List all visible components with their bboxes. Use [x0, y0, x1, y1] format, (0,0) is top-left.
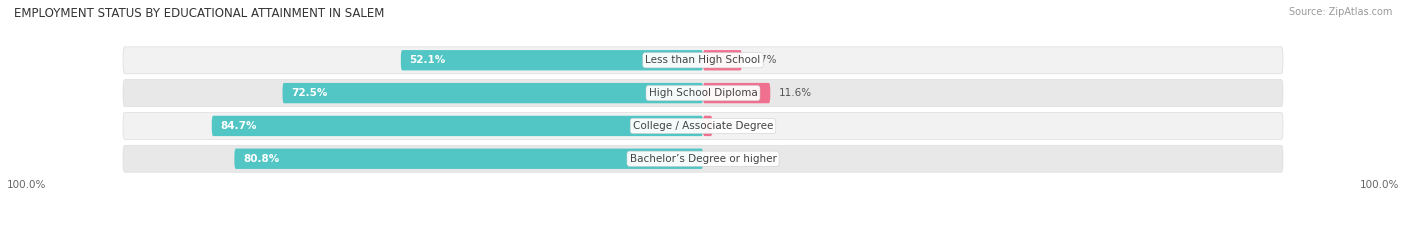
FancyBboxPatch shape	[124, 47, 1282, 74]
FancyBboxPatch shape	[401, 50, 703, 70]
Text: 1.6%: 1.6%	[721, 121, 748, 131]
FancyBboxPatch shape	[235, 149, 703, 169]
Text: 84.7%: 84.7%	[221, 121, 257, 131]
Text: 80.8%: 80.8%	[243, 154, 280, 164]
Text: 72.5%: 72.5%	[291, 88, 328, 98]
Text: Bachelor’s Degree or higher: Bachelor’s Degree or higher	[630, 154, 776, 164]
Text: 6.7%: 6.7%	[751, 55, 778, 65]
FancyBboxPatch shape	[212, 116, 703, 136]
Text: EMPLOYMENT STATUS BY EDUCATIONAL ATTAINMENT IN SALEM: EMPLOYMENT STATUS BY EDUCATIONAL ATTAINM…	[14, 7, 384, 20]
Text: College / Associate Degree: College / Associate Degree	[633, 121, 773, 131]
Text: 100.0%: 100.0%	[7, 180, 46, 190]
FancyBboxPatch shape	[283, 83, 703, 103]
Text: 52.1%: 52.1%	[409, 55, 446, 65]
Text: 100.0%: 100.0%	[1360, 180, 1399, 190]
Text: High School Diploma: High School Diploma	[648, 88, 758, 98]
FancyBboxPatch shape	[124, 113, 1282, 139]
FancyBboxPatch shape	[703, 50, 742, 70]
Text: Less than High School: Less than High School	[645, 55, 761, 65]
FancyBboxPatch shape	[703, 83, 770, 103]
Text: Source: ZipAtlas.com: Source: ZipAtlas.com	[1288, 7, 1392, 17]
Text: 11.6%: 11.6%	[779, 88, 813, 98]
FancyBboxPatch shape	[124, 145, 1282, 172]
FancyBboxPatch shape	[124, 80, 1282, 106]
Text: 0.0%: 0.0%	[711, 154, 738, 164]
FancyBboxPatch shape	[703, 116, 713, 136]
